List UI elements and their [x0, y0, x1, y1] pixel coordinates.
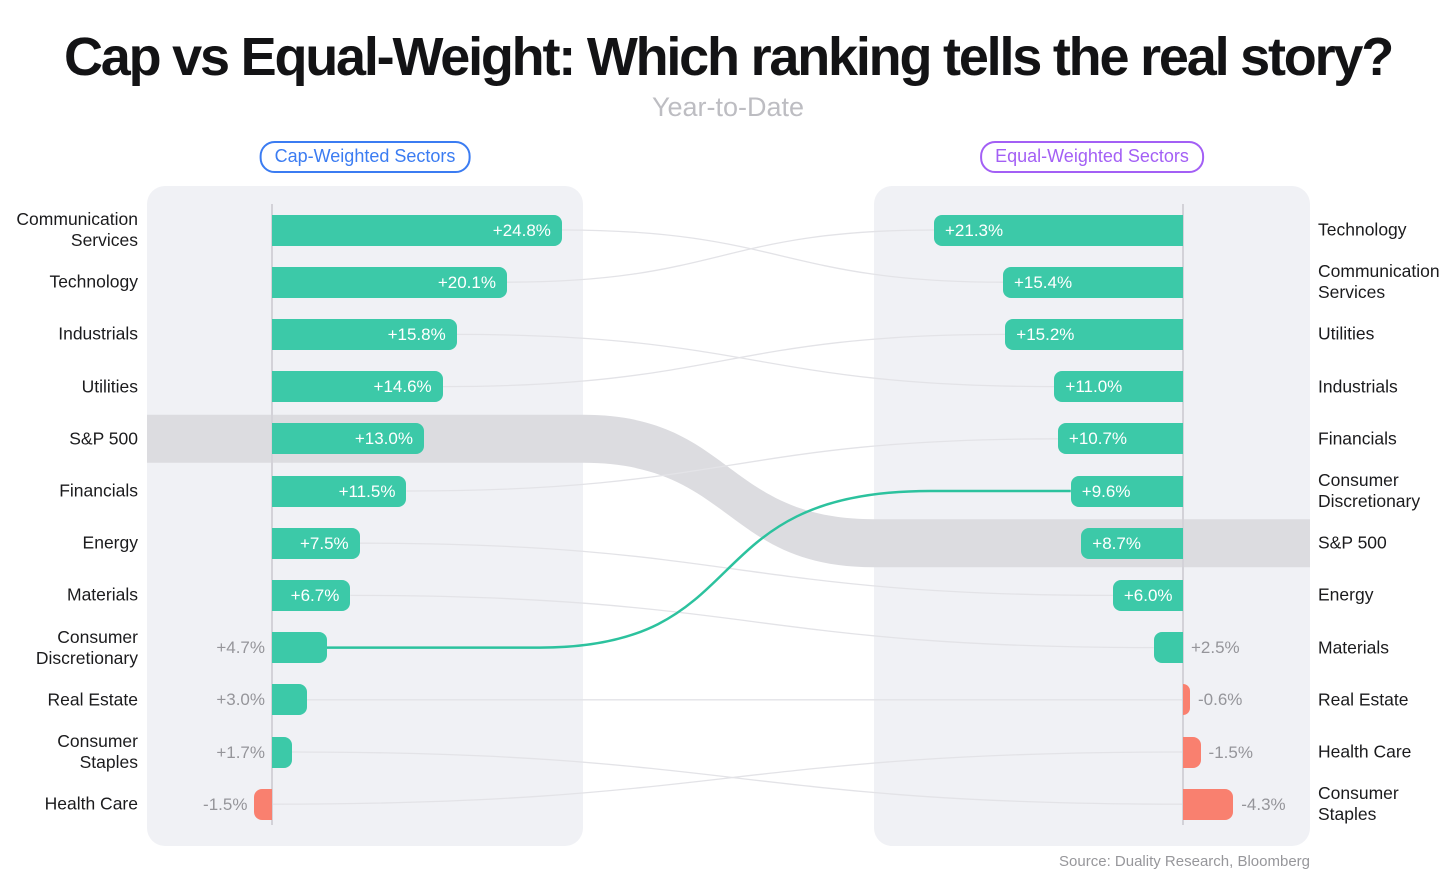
cap-weighted-badge[interactable]: Cap-Weighted Sectors — [259, 141, 471, 173]
page-subtitle: Year-to-Date — [651, 92, 805, 122]
source-note: Source: Duality Research, Bloomberg — [1059, 853, 1310, 870]
bar-left-communication-services — [272, 214, 562, 246]
bar-left-consumer-discretionary — [272, 632, 327, 664]
sector-label-left-s-p-500: S&P 500 — [69, 428, 138, 449]
value-label-left-real-estate: +3.0% — [216, 690, 265, 710]
value-label-left-technology: +20.1% — [437, 272, 496, 292]
page-title: Cap vs Equal-Weight: Which ranking tells… — [63, 27, 1394, 87]
value-label-left-consumer-discretionary: +4.7% — [216, 638, 265, 658]
bar-right-technology — [934, 214, 1183, 246]
sector-label-right-communication-services: Communication Services — [1318, 261, 1440, 303]
connector-consumer-staples — [291, 751, 1184, 805]
value-label-left-communication-services: +24.8% — [492, 220, 551, 240]
value-label-left-energy: +7.5% — [300, 533, 349, 553]
right-axis-line — [1182, 204, 1184, 825]
sector-label-right-health-care: Health Care — [1318, 741, 1412, 762]
value-label-right-materials: +2.5% — [1191, 638, 1240, 658]
bar-right-materials — [1153, 632, 1183, 664]
bar-left-financials — [272, 475, 407, 507]
value-label-left-materials: +6.7% — [290, 585, 340, 605]
sector-label-left-real-estate: Real Estate — [47, 689, 138, 710]
bar-left-technology — [272, 266, 507, 298]
bar-right-consumer-discretionary — [1070, 475, 1183, 507]
bar-left-materials — [272, 579, 351, 611]
sector-label-right-materials: Materials — [1318, 637, 1389, 658]
sector-label-right-financials: Financials — [1318, 428, 1397, 449]
value-label-right-s-p-500: +8.7% — [1092, 533, 1141, 553]
bar-right-energy — [1112, 579, 1183, 611]
value-label-right-financials: +10.7% — [1068, 429, 1128, 449]
bar-left-health-care — [254, 788, 272, 820]
value-label-right-industrials: +11.0% — [1065, 377, 1123, 397]
value-label-left-s-p-500: +13.0% — [354, 429, 413, 449]
bar-right-real-estate — [1183, 684, 1190, 716]
value-label-left-utilities: +14.6% — [373, 377, 432, 397]
value-label-left-financials: +11.5% — [338, 481, 396, 501]
bar-left-utilities — [272, 371, 443, 403]
sector-label-right-industrials: Industrials — [1318, 376, 1398, 397]
sector-label-right-s-p-500: S&P 500 — [1318, 532, 1387, 553]
connector-industrials — [456, 333, 1055, 388]
sector-label-right-real-estate: Real Estate — [1318, 689, 1409, 710]
benchmark-band — [147, 414, 1310, 568]
bar-right-utilities — [1005, 318, 1183, 350]
value-label-left-industrials: +15.8% — [387, 324, 446, 344]
sector-label-right-consumer-discretionary: Consumer Discretionary — [1318, 470, 1421, 511]
bar-left-industrials — [272, 318, 457, 350]
bar-right-financials — [1057, 423, 1183, 455]
bar-left-energy — [272, 527, 360, 559]
connector-technology — [506, 229, 935, 283]
sector-label-left-financials: Financials — [59, 480, 138, 501]
value-label-right-technology: +21.3% — [945, 220, 1004, 240]
value-label-right-consumer-discretionary: +9.6% — [1081, 481, 1131, 501]
sector-label-right-utilities: Utilities — [1318, 323, 1375, 344]
sector-label-left-consumer-staples: Consumer Staples — [57, 731, 138, 772]
bar-right-industrials — [1054, 371, 1183, 403]
value-label-right-real-estate: -0.6% — [1198, 690, 1243, 710]
bar-right-s-p-500 — [1081, 527, 1183, 559]
bar-left-real-estate — [272, 684, 308, 716]
sector-label-left-consumer-discretionary: Consumer Discretionary — [35, 626, 138, 668]
equal-weighted-badge[interactable]: Equal-Weighted Sectors — [980, 141, 1204, 173]
connector-materials — [350, 594, 1154, 649]
value-label-right-utilities: +15.2% — [1016, 324, 1075, 344]
bar-left-consumer-staples — [272, 736, 292, 768]
bar-left-s-p-500 — [272, 423, 424, 455]
value-label-right-consumer-staples: -4.3% — [1241, 794, 1286, 814]
sector-label-left-technology: Technology — [49, 271, 138, 292]
value-label-right-communication-services: +15.4% — [1013, 272, 1073, 292]
connector-communication-services — [561, 229, 1003, 283]
left-axis-line — [271, 204, 273, 825]
connector-energy — [359, 542, 1113, 597]
sector-label-left-energy: Energy — [82, 532, 138, 553]
connector-utilities — [442, 333, 1006, 388]
sector-label-left-utilities: Utilities — [81, 376, 138, 397]
value-label-right-energy: +6.0% — [1123, 585, 1173, 605]
sector-label-left-industrials: Industrials — [58, 323, 138, 344]
connector-health-care — [271, 751, 1184, 805]
sector-label-right-consumer-staples: Consumer Staples — [1318, 783, 1399, 825]
sector-label-right-energy: Energy — [1318, 584, 1374, 605]
sector-label-left-materials: Materials — [67, 584, 138, 605]
highlight-connector-consumer-discretionary — [326, 489, 1071, 649]
sector-label-right-technology: Technology — [1318, 219, 1407, 240]
bar-right-consumer-staples — [1183, 788, 1234, 820]
bar-right-communication-services — [1002, 266, 1183, 298]
bar-right-health-care — [1183, 736, 1201, 768]
sector-label-left-communication-services: Communication Services — [16, 209, 138, 250]
sector-label-left-health-care: Health Care — [44, 793, 138, 814]
value-label-right-health-care: -1.5% — [1208, 742, 1253, 762]
value-label-left-consumer-staples: +1.7% — [216, 742, 265, 762]
connector-financials — [406, 438, 1058, 492]
value-label-left-health-care: -1.5% — [203, 794, 248, 814]
